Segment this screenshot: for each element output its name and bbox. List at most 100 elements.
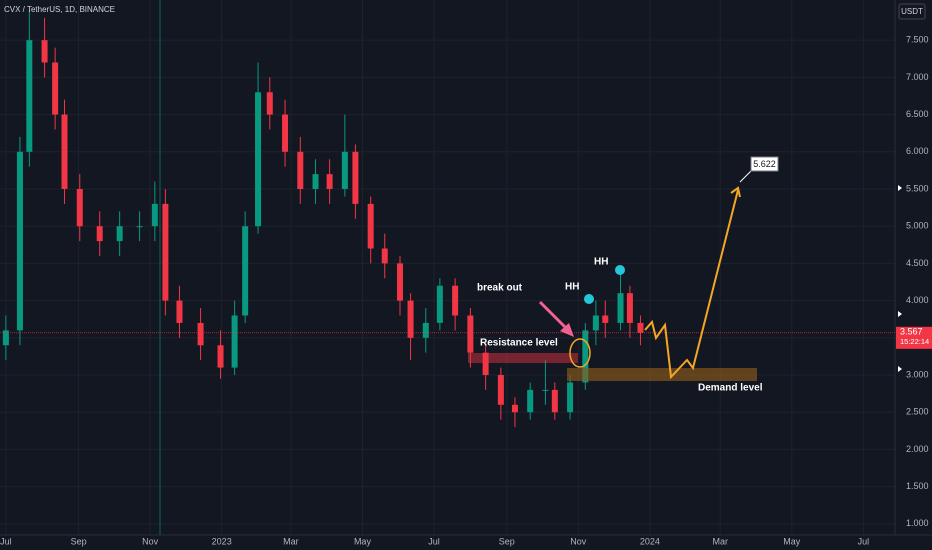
candle-body [582, 330, 589, 383]
candle-body [637, 322, 644, 333]
candle-body [282, 114, 289, 152]
y-tick-label: 7.000 [906, 72, 929, 82]
candle-body [511, 404, 518, 413]
candle-body [116, 226, 123, 242]
candle-body [297, 151, 304, 189]
x-tick-label: Sep [499, 536, 515, 546]
countdown-label: 15:22:14 [900, 337, 929, 346]
target-label: 5.622 [753, 159, 776, 169]
candle-body [255, 92, 262, 227]
candle-body [422, 322, 429, 338]
candle-body [96, 226, 103, 242]
candle-body [626, 293, 633, 323]
target-connector [739, 169, 753, 183]
candle-body [341, 151, 348, 189]
x-tick-label: Jul [428, 536, 440, 546]
y-tick-label: 2.000 [906, 444, 929, 454]
y-tick-label: 3.000 [906, 369, 929, 379]
hh-marker [615, 265, 625, 275]
candle-body [482, 352, 489, 376]
currency-label: USDT [901, 7, 923, 16]
candle-body [542, 389, 549, 391]
candle-body [312, 174, 319, 189]
x-tick-label: Nov [142, 536, 159, 546]
candle-body [2, 330, 9, 346]
annotation: HH [565, 282, 579, 293]
axis-arrow [898, 366, 902, 372]
candle-body [527, 389, 534, 413]
candle-body [16, 151, 23, 331]
candle-body [407, 300, 414, 338]
x-tick-label: Sep [71, 536, 87, 546]
candle-body [52, 62, 59, 115]
y-tick-label: 1.500 [906, 481, 929, 491]
y-tick-label: 7.500 [906, 35, 929, 45]
candle-body [176, 300, 183, 323]
y-tick-label: 4.000 [906, 295, 929, 305]
chart-title: CVX / TetherUS, 1D, BINANCE [4, 5, 115, 14]
x-tick-label: Jul [0, 536, 12, 546]
last-price-label: 3.567 [900, 327, 923, 337]
candle-body [326, 174, 333, 189]
x-tick-label: Jul [858, 536, 870, 546]
axis-arrow [898, 311, 902, 317]
annotation: Demand level [698, 383, 763, 394]
candle-body [61, 114, 68, 189]
x-tick-label: Mar [283, 536, 299, 546]
candle-body [76, 188, 83, 227]
annotation: HH [594, 257, 608, 268]
candle-body [352, 151, 359, 204]
target-box [750, 156, 779, 172]
candle-body [231, 315, 238, 368]
x-tick-label: May [354, 536, 372, 546]
candle-body [41, 40, 48, 63]
candle-body [396, 263, 403, 301]
x-tick-label: Mar [712, 536, 728, 546]
annotation: break out [477, 283, 523, 294]
candle-body [602, 315, 609, 323]
demand-band [567, 368, 757, 381]
axis-arrow [898, 185, 902, 191]
candle-body [367, 203, 374, 249]
candle-body [467, 315, 474, 353]
x-tick-label: Nov [570, 536, 587, 546]
x-tick-label: 2024 [640, 536, 660, 546]
candle-body [436, 285, 443, 323]
candle-body [452, 285, 459, 316]
y-tick-label: 6.000 [906, 146, 929, 156]
y-tick-label: 6.500 [906, 109, 929, 119]
candle-body [497, 375, 504, 405]
candle-body [381, 248, 388, 264]
candle-body [592, 315, 599, 331]
candle-body [151, 203, 158, 227]
annotation: Resistance level [480, 338, 558, 349]
y-tick-label: 5.500 [906, 183, 929, 193]
projection-path [644, 189, 739, 380]
currency-box [898, 3, 926, 20]
candle-body [217, 345, 224, 368]
candle-body [551, 389, 558, 413]
breakout-arrowhead [560, 323, 574, 337]
candle-body [197, 322, 204, 346]
x-tick-label: May [783, 536, 801, 546]
y-tick-label: 5.000 [906, 221, 929, 231]
y-tick-label: 2.500 [906, 407, 929, 417]
candle-body [26, 40, 33, 152]
candle-body [617, 293, 624, 323]
candle-body [136, 226, 143, 228]
breakout-circle [569, 338, 591, 368]
y-tick-label: 4.500 [906, 258, 929, 268]
projection-arrowhead [730, 186, 741, 198]
candle-body [162, 203, 169, 301]
resistance-band [468, 353, 578, 363]
x-tick-label: 2023 [212, 536, 232, 546]
candle-body [567, 382, 574, 413]
hh-marker [584, 294, 594, 304]
breakout-arrow [538, 300, 570, 332]
candle-body [266, 92, 273, 115]
candle-body [242, 226, 249, 316]
last-price-box [896, 326, 932, 349]
y-tick-label: 1.000 [906, 518, 929, 528]
